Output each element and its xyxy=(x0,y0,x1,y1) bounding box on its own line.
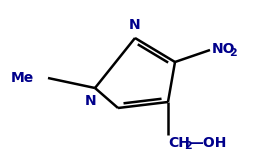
Text: N: N xyxy=(85,94,97,108)
Text: 2: 2 xyxy=(184,141,192,151)
Text: CH: CH xyxy=(168,136,190,150)
Text: Me: Me xyxy=(11,71,34,85)
Text: 2: 2 xyxy=(229,48,237,58)
Text: NO: NO xyxy=(212,42,235,56)
Text: N: N xyxy=(129,18,141,32)
Text: —OH: —OH xyxy=(189,136,226,150)
